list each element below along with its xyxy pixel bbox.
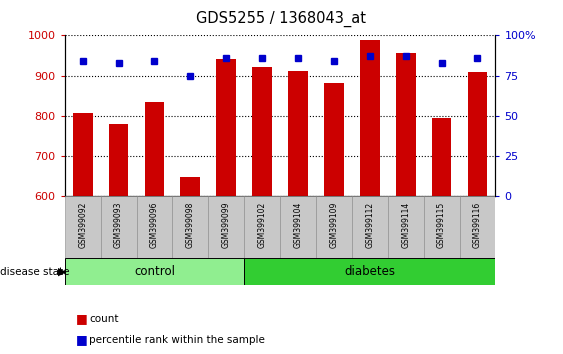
Text: GSM399116: GSM399116 [473,201,482,248]
Bar [101,196,137,258]
Bar [432,118,452,196]
Bar [244,196,280,258]
Bar [324,83,344,196]
Bar [459,196,495,258]
Text: GSM399115: GSM399115 [437,201,446,248]
Bar [252,67,272,196]
Bar [244,258,495,285]
Text: GSM399109: GSM399109 [329,201,338,248]
Text: count: count [89,314,118,324]
Bar [216,59,236,196]
Bar [396,53,415,196]
Text: GSM399104: GSM399104 [293,201,302,248]
Bar [73,113,92,196]
Bar [280,196,316,258]
Text: GSM399093: GSM399093 [114,201,123,248]
Bar [145,102,164,196]
Text: GSM399114: GSM399114 [401,201,410,248]
Bar [208,196,244,258]
Text: GSM399112: GSM399112 [365,201,374,247]
Bar [424,196,459,258]
Bar [109,124,128,196]
Bar [388,196,424,258]
Text: GSM399099: GSM399099 [222,201,231,248]
Text: GSM399098: GSM399098 [186,201,195,248]
Text: GSM399092: GSM399092 [78,201,87,248]
Bar [288,71,308,196]
Text: ■: ■ [76,312,88,325]
Text: control: control [134,265,175,278]
Bar [172,196,208,258]
Bar [181,177,200,196]
Bar [468,73,488,196]
Text: GSM399102: GSM399102 [258,201,267,248]
Bar [137,196,172,258]
Text: diabetes: diabetes [345,265,395,278]
Bar [316,196,352,258]
Bar [352,196,388,258]
Bar [360,40,379,196]
Text: percentile rank within the sample: percentile rank within the sample [89,335,265,345]
Text: ▶: ▶ [58,267,66,277]
Bar [65,258,244,285]
Text: GSM399096: GSM399096 [150,201,159,248]
Text: disease state: disease state [0,267,69,277]
Bar [65,196,101,258]
Text: GDS5255 / 1368043_at: GDS5255 / 1368043_at [196,11,367,27]
Text: ■: ■ [76,333,88,346]
